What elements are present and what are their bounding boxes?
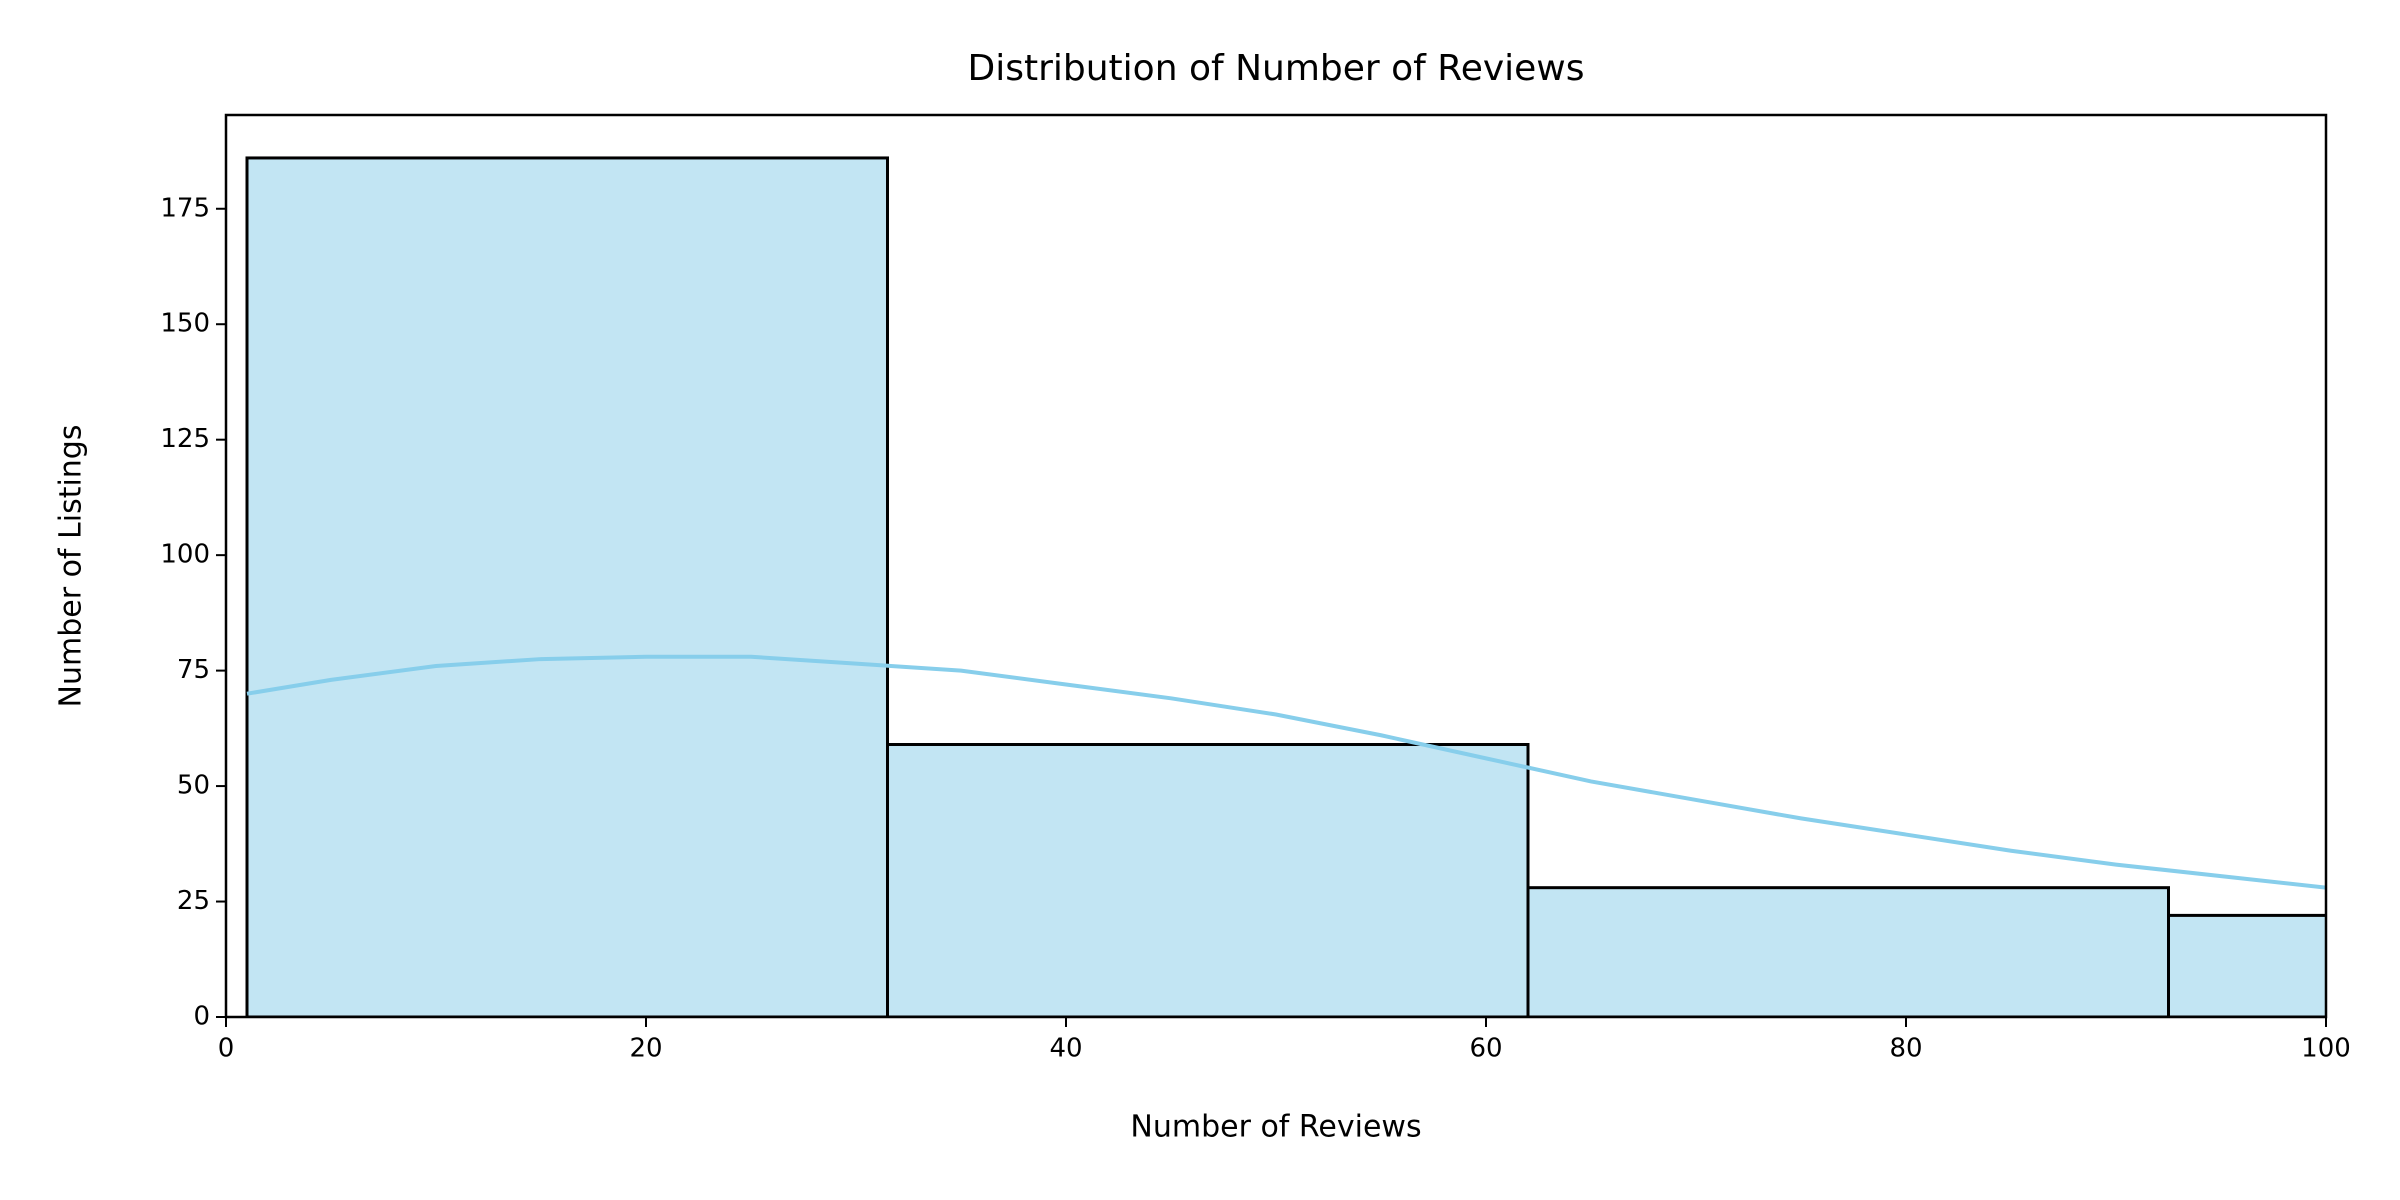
histogram-bar [2167, 913, 2326, 1017]
x-tick-label: 60 [1469, 1034, 1502, 1064]
plot-area [245, 156, 2326, 1017]
y-tick-label: 75 [177, 655, 210, 685]
histogram-bar [245, 156, 889, 1017]
y-tick-label: 50 [177, 771, 210, 801]
axes-frame [224, 113, 2328, 1019]
y-tick-label: 25 [177, 886, 210, 916]
x-axis-label: Number of Reviews [1130, 1110, 1421, 1145]
y-tick-label: 125 [160, 424, 210, 454]
kde-line [246, 654, 2326, 890]
x-tick-label: 20 [629, 1034, 662, 1064]
y-tick-label: 0 [193, 1002, 210, 1032]
x-tick-label: 100 [2301, 1034, 2351, 1064]
y-tick-label: 175 [160, 193, 210, 223]
chart-title: Distribution of Number of Reviews [967, 48, 1584, 89]
y-axis-label: Number of Listings [54, 425, 89, 708]
x-tick-label: 40 [1049, 1034, 1082, 1064]
x-tick-label: 0 [218, 1034, 235, 1064]
histogram-bar [1526, 886, 2170, 1017]
y-tick-label: 150 [160, 309, 210, 339]
y-tick-label: 100 [160, 540, 210, 570]
x-tick-label: 80 [1889, 1034, 1922, 1064]
histogram-bar [886, 743, 1530, 1017]
